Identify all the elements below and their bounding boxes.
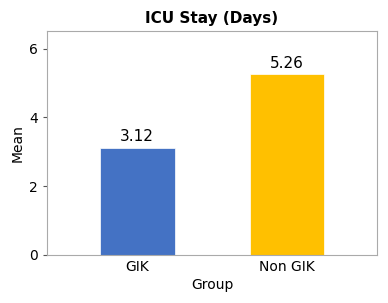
Y-axis label: Mean: Mean bbox=[11, 124, 25, 162]
Text: 3.12: 3.12 bbox=[120, 129, 154, 144]
Bar bbox=[249, 74, 324, 255]
Title: ICU Stay (Days): ICU Stay (Days) bbox=[146, 11, 279, 26]
X-axis label: Group: Group bbox=[191, 278, 233, 292]
Bar bbox=[100, 148, 175, 255]
Text: 5.26: 5.26 bbox=[270, 56, 304, 71]
